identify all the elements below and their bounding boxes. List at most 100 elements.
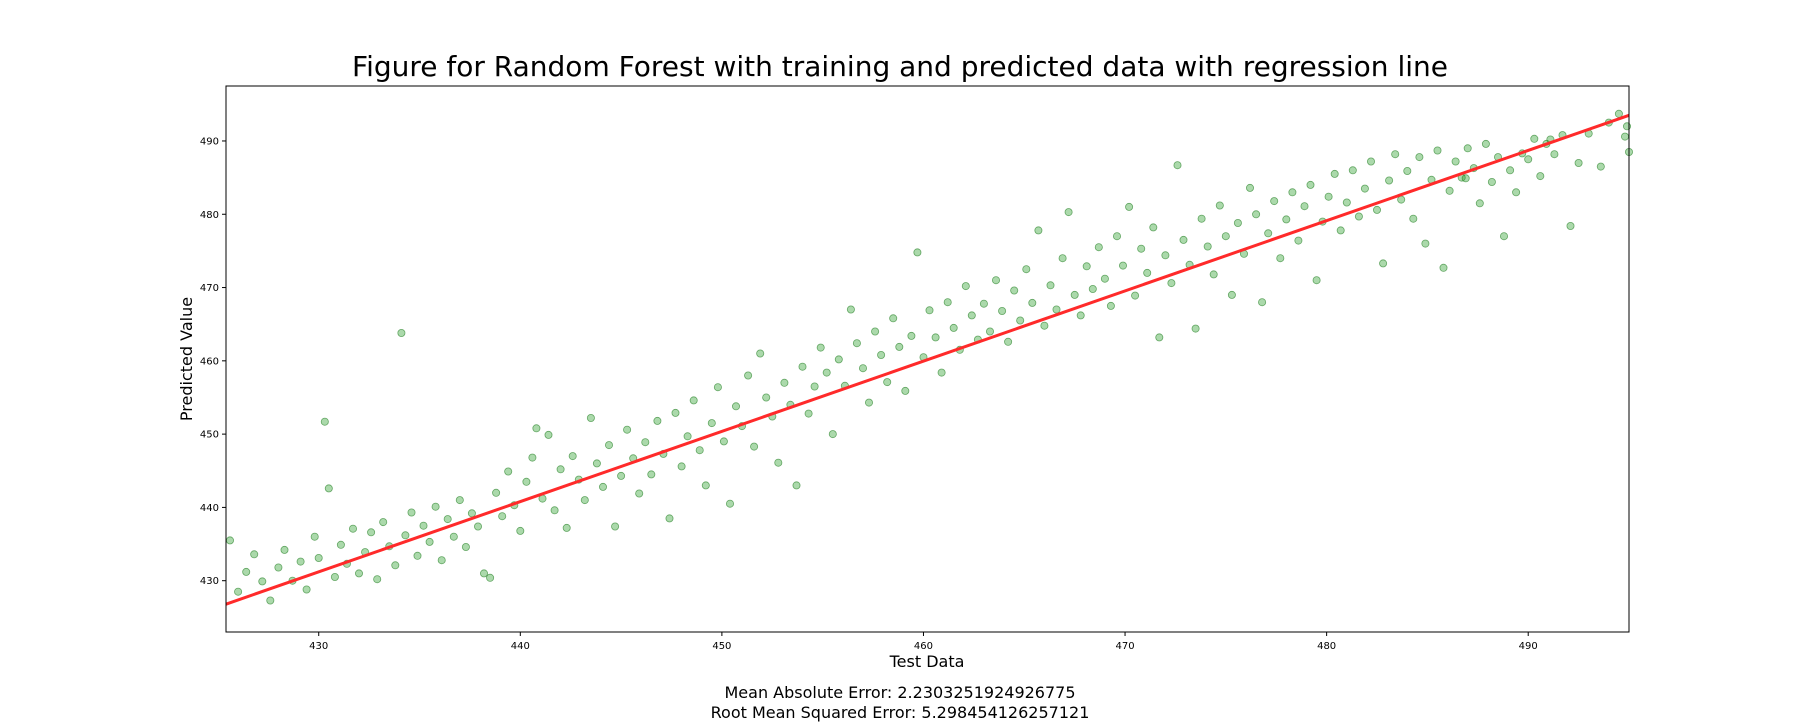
data-point: [1064, 208, 1073, 217]
data-point: [683, 432, 692, 441]
data-point: [1270, 197, 1279, 206]
data-point: [586, 413, 595, 422]
y-tick-label: 440: [200, 503, 219, 514]
data-point: [635, 489, 644, 498]
data-point: [266, 596, 275, 605]
data-point: [1131, 291, 1140, 300]
data-point: [1360, 184, 1369, 193]
data-point: [1082, 262, 1091, 271]
data-point: [437, 556, 446, 565]
data-point: [967, 311, 976, 320]
data-point: [324, 484, 333, 493]
data-point: [1463, 144, 1472, 153]
data-point: [1379, 259, 1388, 268]
data-point: [1367, 157, 1376, 166]
data-point: [925, 306, 934, 315]
data-point: [592, 459, 601, 468]
data-point: [1149, 223, 1158, 232]
data-point: [330, 573, 339, 582]
data-point: [1233, 218, 1242, 227]
data-point: [1348, 166, 1357, 175]
data-point: [986, 327, 995, 336]
data-point: [1403, 166, 1412, 175]
data-point: [599, 482, 608, 491]
data-point: [895, 342, 904, 351]
data-point: [931, 333, 940, 342]
data-point: [750, 442, 759, 451]
data-point: [348, 524, 357, 533]
data-point: [1052, 305, 1061, 314]
data-point: [443, 515, 452, 524]
x-tick-label: 460: [914, 641, 933, 652]
data-point: [1415, 153, 1424, 162]
mean-absolute-error: Mean Absolute Error: 2.2303251924926775: [724, 683, 1076, 702]
data-point: [1566, 221, 1575, 230]
y-tick-label: 460: [200, 356, 219, 367]
x-tick-label: 440: [511, 641, 530, 652]
data-point: [1282, 215, 1291, 224]
data-point: [611, 522, 620, 531]
data-point: [671, 408, 680, 417]
data-point: [1330, 169, 1339, 178]
data-point: [314, 554, 323, 563]
data-point: [1246, 183, 1255, 192]
data-point: [913, 248, 922, 257]
data-point: [397, 328, 406, 337]
data-point: [320, 417, 329, 426]
data-point: [792, 481, 801, 490]
data-point: [992, 276, 1001, 285]
data-point: [877, 350, 886, 359]
data-point: [1173, 161, 1182, 170]
data-point: [641, 438, 650, 447]
data-point: [605, 441, 614, 450]
data-point: [1179, 235, 1188, 244]
data-point: [1451, 157, 1460, 166]
data-point: [1506, 166, 1515, 175]
data-point: [568, 452, 577, 461]
data-point: [310, 532, 319, 541]
data-point: [1106, 301, 1115, 310]
data-point: [1167, 279, 1176, 288]
data-point: [907, 331, 916, 340]
data-point: [1119, 261, 1128, 270]
data-point: [1421, 239, 1430, 248]
data-point: [1385, 176, 1394, 185]
data-point: [677, 462, 686, 471]
data-point: [949, 323, 958, 332]
data-point: [744, 371, 753, 380]
data-point: [379, 518, 388, 527]
data-point: [1100, 274, 1109, 283]
data-point: [274, 563, 283, 572]
data-point: [407, 508, 416, 517]
data-point: [1221, 232, 1230, 241]
data-point: [532, 424, 541, 433]
data-point: [336, 540, 345, 549]
y-tick-label: 490: [200, 136, 219, 147]
data-point: [1391, 150, 1400, 159]
data-point: [1137, 244, 1146, 253]
data-point: [296, 557, 305, 566]
data-point: [1016, 316, 1025, 325]
data-point: [1252, 210, 1261, 219]
data-point: [354, 569, 363, 578]
data-point: [431, 502, 440, 511]
data-point: [1161, 251, 1170, 260]
data-point: [1512, 188, 1521, 197]
data-point: [998, 306, 1007, 315]
data-point: [732, 402, 741, 411]
data-point: [1155, 333, 1164, 342]
data-point: [1094, 243, 1103, 252]
data-point: [1191, 324, 1200, 333]
data-point: [774, 458, 783, 467]
data-point: [225, 536, 234, 545]
data-point: [1040, 321, 1049, 330]
data-point: [1306, 180, 1315, 189]
data-point: [713, 383, 722, 392]
data-point: [486, 573, 495, 582]
data-point: [719, 437, 728, 446]
data-point: [859, 364, 868, 373]
data-point: [1481, 139, 1490, 148]
data-point: [1215, 201, 1224, 210]
data-point: [242, 567, 251, 576]
